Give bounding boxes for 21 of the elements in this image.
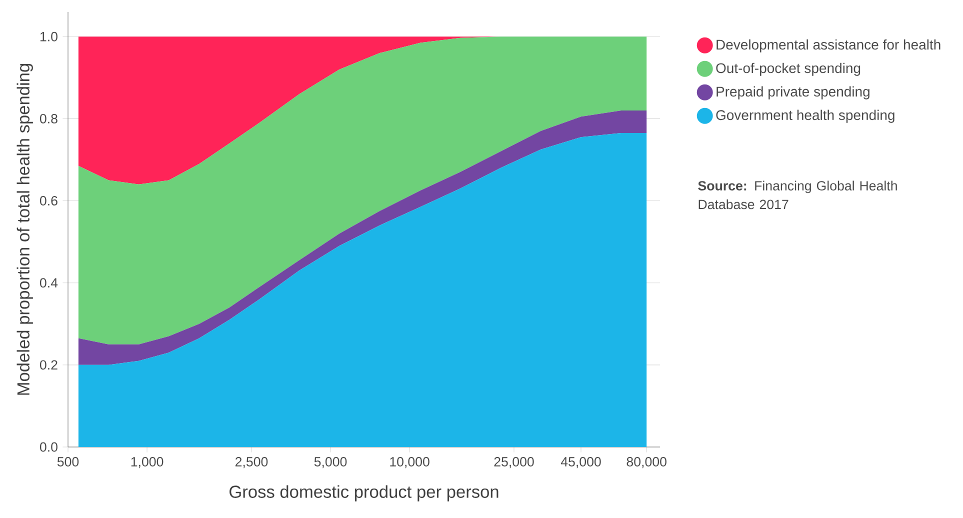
y-tick-label: 0.8 <box>40 114 58 124</box>
y-tick-label: 0.6 <box>40 196 58 206</box>
x-tick-label: 2,500 <box>235 457 268 468</box>
y-axis-title: Modeled proportion of total health spending <box>16 64 33 395</box>
x-tick-label: 500 <box>57 457 79 466</box>
x-tick-label: 25,000 <box>494 457 534 468</box>
x-tick-label: 1,000 <box>131 457 164 468</box>
x-tick-label: 10,000 <box>390 457 430 468</box>
x-axis-title: Gross domestic product per person <box>230 485 498 502</box>
legend-label: Developmental assistance for health <box>716 39 940 52</box>
y-tick-label: 0.2 <box>40 360 58 370</box>
y-tick-label: 1.0 <box>40 32 58 42</box>
x-tick-label: 80,000 <box>626 457 666 468</box>
legend-label: Out-of-pocket spending <box>716 62 860 76</box>
legend-label: Government health spending <box>716 110 894 123</box>
y-tick-label: 0.4 <box>40 278 58 288</box>
legend-label: Prepaid private spending <box>716 86 870 100</box>
text: Source: Financing Global Health Database 2017 <box>698 180 897 210</box>
x-tick-label: 5,000 <box>314 457 347 468</box>
x-tick-label: 45,000 <box>560 457 601 468</box>
y-tick-label: 0.0 <box>40 442 58 452</box>
